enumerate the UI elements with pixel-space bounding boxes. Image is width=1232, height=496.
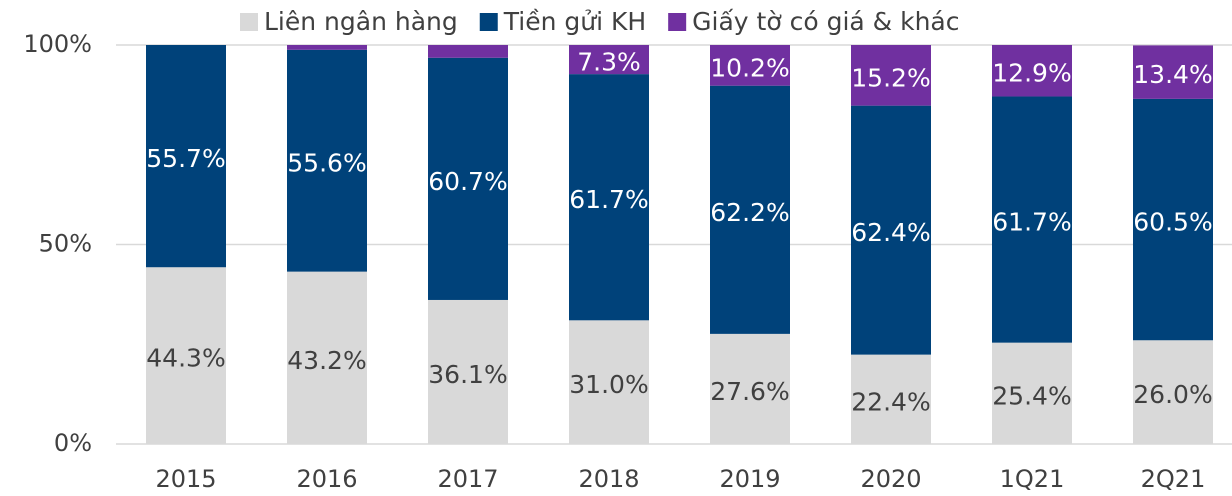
bar-segment [710, 85, 790, 334]
data-label: 27.6% [710, 377, 789, 406]
data-label: 55.7% [146, 144, 225, 173]
bar-segment [992, 342, 1072, 444]
data-label: 7.3% [577, 48, 641, 77]
bar-segment [851, 45, 931, 106]
bar-segment [569, 45, 649, 75]
data-label: 22.4% [851, 387, 930, 416]
legend-swatch [479, 13, 498, 31]
bar-segment [1133, 98, 1213, 341]
data-label: 61.7% [992, 208, 1071, 237]
x-tick-label: 2019 [719, 465, 780, 493]
bar-segment [992, 45, 1072, 97]
data-label: 36.1% [428, 360, 507, 389]
bar-segment [569, 320, 649, 444]
x-tick-label: 1Q21 [1000, 465, 1065, 493]
data-label: 61.7% [569, 185, 648, 214]
legend-label: Liên ngân hàng [264, 7, 458, 36]
data-label: 13.4% [1133, 60, 1212, 89]
data-label: 62.4% [851, 218, 930, 247]
bar-segment [287, 49, 367, 272]
bar-segment [287, 271, 367, 444]
data-label: 31.0% [569, 370, 648, 399]
data-label: 15.2% [851, 63, 930, 92]
bar-segment [851, 105, 931, 355]
data-label: 43.2% [287, 346, 366, 375]
bar-segment [146, 45, 226, 268]
x-tick-label: 2020 [860, 465, 921, 493]
legend-swatch [668, 13, 687, 31]
legend-label: Giấy tờ có giá & khác [692, 7, 959, 36]
legend-swatch [240, 13, 258, 31]
y-tick-label: 100% [23, 30, 92, 58]
data-label: 62.2% [710, 198, 789, 227]
y-tick-label: 0% [54, 429, 92, 457]
bar-segment [1133, 340, 1213, 444]
y-tick-label: 50% [39, 230, 92, 258]
x-tick-label: 2Q21 [1141, 465, 1206, 493]
data-label: 26.0% [1133, 380, 1212, 409]
data-label: 12.9% [992, 59, 1071, 88]
x-tick-label: 2017 [437, 465, 498, 493]
bar-segment [428, 299, 508, 444]
bar-segment [146, 267, 226, 444]
legend-label: Tiền gửi KH [503, 7, 646, 36]
bar-segment [428, 45, 508, 58]
bar-segment [710, 333, 790, 444]
bar-segment [287, 45, 367, 50]
data-label: 25.4% [992, 381, 1071, 410]
x-tick-label: 2018 [578, 465, 639, 493]
data-label: 55.6% [287, 149, 366, 178]
data-label: 10.2% [710, 53, 789, 82]
bar-segment [1133, 45, 1213, 99]
bar-segment [710, 45, 790, 86]
x-tick-label: 2015 [155, 465, 216, 493]
x-tick-label: 2016 [296, 465, 357, 493]
data-label: 60.5% [1133, 208, 1212, 237]
bar-segment [569, 74, 649, 321]
bar-segment [851, 354, 931, 444]
bar-segment [992, 96, 1072, 343]
data-label: 44.3% [146, 344, 225, 373]
data-label: 60.7% [428, 167, 507, 196]
bar-segment [428, 57, 508, 300]
